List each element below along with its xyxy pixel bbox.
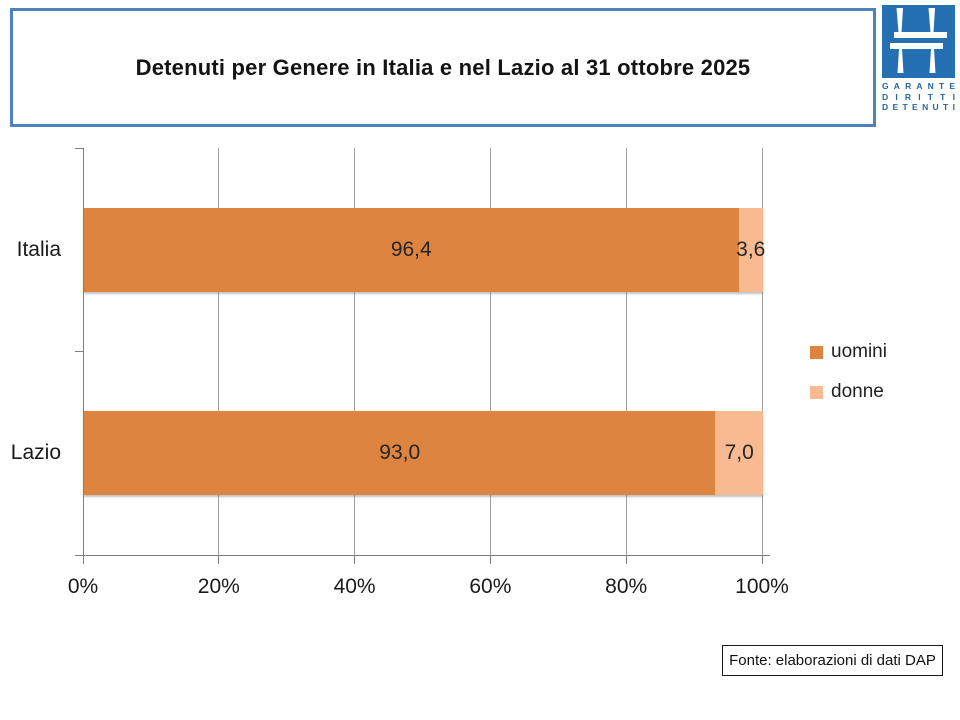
legend-label: uomini: [831, 341, 887, 362]
logo-letter: E: [949, 81, 955, 91]
x-axis-tick: [761, 556, 763, 564]
logo-letter: U: [932, 102, 939, 112]
x-tick-label: 60%: [469, 575, 512, 598]
category-axis-labels: Italia Lazio: [0, 148, 61, 555]
legend: uomini donne: [810, 341, 887, 421]
garante-logo-square: [882, 5, 955, 78]
logo-letter: N: [927, 81, 934, 91]
gridline: [354, 148, 356, 555]
y-axis-tick: [75, 554, 83, 556]
logo-letter: A: [916, 81, 923, 91]
x-tick-label: 100%: [735, 575, 789, 598]
x-tick-label: 20%: [197, 575, 240, 598]
x-axis-tick: [625, 556, 627, 564]
x-axis-line: [76, 555, 770, 556]
x-tick-label: 80%: [605, 575, 648, 598]
logo-letter: T: [938, 81, 945, 91]
logo-letter: T: [902, 102, 908, 112]
page-title: Detenuti per Genere in Italia e nel Lazi…: [135, 54, 751, 80]
category-label-lazio: Lazio: [10, 441, 61, 465]
bar-row-italia: 96,4 3,6: [84, 207, 766, 292]
legend-item-donne: donne: [810, 381, 887, 403]
bar-segment-uomini-lazio: 93,0: [84, 411, 716, 496]
data-label: 3,6: [736, 237, 766, 261]
x-axis-tick: [218, 556, 220, 564]
logo-letter: E: [892, 102, 899, 112]
data-label: 96,4: [390, 237, 432, 261]
title-box: Detenuti per Genere in Italia e nel Lazi…: [10, 8, 876, 127]
data-label: 93,0: [379, 441, 421, 465]
bar-segment-donne-lazio: 7,0: [715, 411, 763, 496]
y-axis-tick: [75, 147, 83, 149]
data-label: 7,0: [724, 441, 754, 465]
logo-letter: G: [882, 81, 889, 91]
bar-row-lazio: 93,0 7,0: [84, 411, 763, 496]
logo-letter: R: [904, 91, 912, 102]
garante-logo-glyph: [882, 5, 955, 78]
logo-letter: I: [952, 102, 955, 112]
x-axis-tick: [489, 556, 491, 564]
bar-segment-uomini-italia: 96,4: [84, 207, 739, 292]
logo-letter: D: [882, 102, 889, 112]
logo-letter: T: [943, 102, 949, 112]
logo-letter: A: [893, 81, 900, 91]
source-note-box: Fonte: elaborazioni di dati DAP: [722, 645, 943, 676]
plot-area: 0% 20% 40% 60% 80% 100% 96,4 3,6 93,0 7,0: [68, 147, 789, 598]
y-axis-line: [83, 148, 84, 555]
legend-label: donne: [831, 381, 884, 402]
legend-swatch-donne: [810, 385, 823, 399]
logo-letter: T: [927, 91, 933, 102]
logo-letter: I: [952, 91, 955, 102]
x-axis-tick: [82, 556, 84, 564]
x-tick-label: 0%: [67, 575, 99, 598]
x-tick-label: 40%: [333, 575, 376, 598]
logo-letter: D: [882, 91, 889, 102]
legend-swatch-uomini: [810, 345, 823, 359]
gridline: [625, 148, 627, 555]
source-note-text: Fonte: elaborazioni di dati DAP: [729, 652, 936, 669]
bar-segment-donne-italia: 3,6: [736, 207, 766, 292]
logo-letter: E: [912, 102, 918, 112]
gridline: [489, 148, 491, 555]
legend-item-uomini: uomini: [810, 341, 887, 363]
category-label-italia: Italia: [16, 237, 61, 261]
logo-letter: T: [940, 91, 946, 102]
y-axis-tick: [75, 351, 83, 352]
logo-letter: I: [918, 91, 921, 102]
gridline: [218, 148, 220, 555]
logo-letter: N: [922, 102, 929, 112]
logo-letter: R: [905, 81, 912, 91]
logo-letter: I: [895, 91, 898, 102]
x-axis-tick: [354, 556, 356, 564]
gridline: [761, 148, 763, 555]
